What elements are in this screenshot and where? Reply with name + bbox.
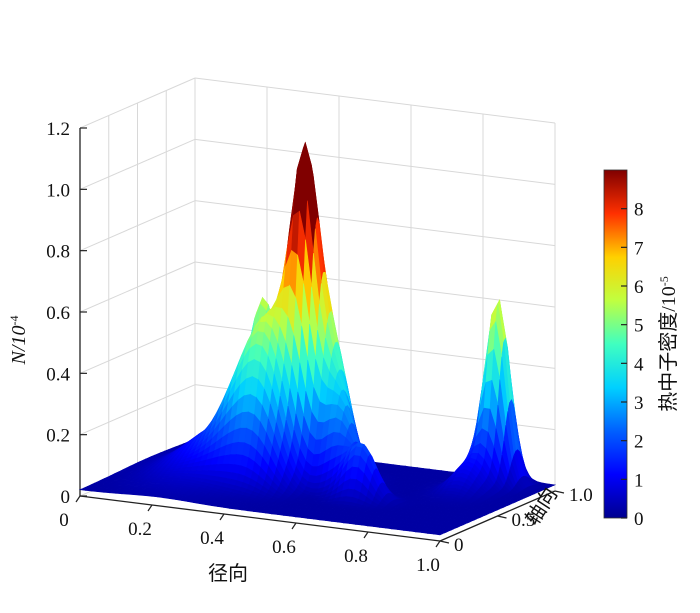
grid-line (194, 261, 556, 308)
colorbar-tick-label: 7 (634, 238, 644, 259)
z-tick-label: 0.2 (46, 426, 70, 447)
colorbar-ticks: 0 1 2 3 4 5 6 7 8 (621, 200, 644, 530)
x-tick-mark (363, 531, 369, 539)
z-tick-label: 0.8 (46, 242, 70, 263)
grid-line (194, 77, 556, 124)
colorbar-tick-label: 6 (634, 277, 644, 298)
colorbar-tick-label: 0 (634, 509, 644, 530)
colorbar: 0 1 2 3 4 5 6 7 8 热中子密度/10-5 (603, 169, 680, 530)
x-tick-label: 0 (59, 510, 69, 531)
colorbar-tick-label: 4 (634, 354, 644, 375)
y-tick-label: 0.5 (512, 510, 536, 531)
z-tick-label: 0.6 (46, 303, 70, 324)
x-tick-mark (435, 540, 441, 548)
x-tick-label: 1.0 (416, 555, 440, 576)
z-tick-label: 0 (61, 487, 71, 508)
y-tick-label: 0 (454, 535, 464, 556)
x-tick-mark (219, 513, 225, 521)
x-axis-title: 径向 (208, 562, 248, 585)
grid-line (194, 138, 556, 185)
grid-lines (79, 77, 556, 497)
z-tick-label: 1.2 (46, 119, 70, 140)
x-tick-mark (291, 522, 297, 530)
colorbar-tick-label: 2 (634, 432, 644, 453)
x-axis-line (79, 495, 441, 542)
x-tick-label: 0.2 (128, 519, 152, 540)
colorbar-tick-label: 5 (634, 316, 644, 337)
x-tick-label: 0.6 (272, 537, 296, 558)
axes: 0 0.2 0.4 0.6 0.8 1.0 1.2 0 0.2 0.4 0.6 0.8 1.0 0 0.5 1… (46, 119, 593, 576)
y-tick-mark (439, 540, 450, 544)
z-tick-label: 1.0 (46, 180, 70, 201)
y-tick-mark (554, 490, 565, 494)
colorbar-tick-label: 3 (634, 393, 644, 414)
x-tick-mark (147, 504, 153, 512)
colorbar-title: 热中子密度/10-5 (657, 276, 680, 412)
colorbar-rect (603, 169, 628, 519)
colorbar-tick-label: 1 (634, 470, 644, 491)
grid-line (194, 200, 556, 247)
z-tick-label: 0.4 (46, 364, 70, 385)
y-tick-mark (497, 515, 507, 519)
surface-patch (432, 532, 443, 536)
x-tick-label: 0.4 (200, 528, 224, 549)
x-tick-mark (75, 495, 81, 503)
colorbar-tick-label: 8 (634, 200, 644, 221)
z-axis-title: N/10-4 (7, 316, 30, 366)
x-tick-label: 0.8 (344, 546, 368, 567)
y-tick-label: 1.0 (569, 485, 593, 506)
surface (78, 141, 557, 536)
